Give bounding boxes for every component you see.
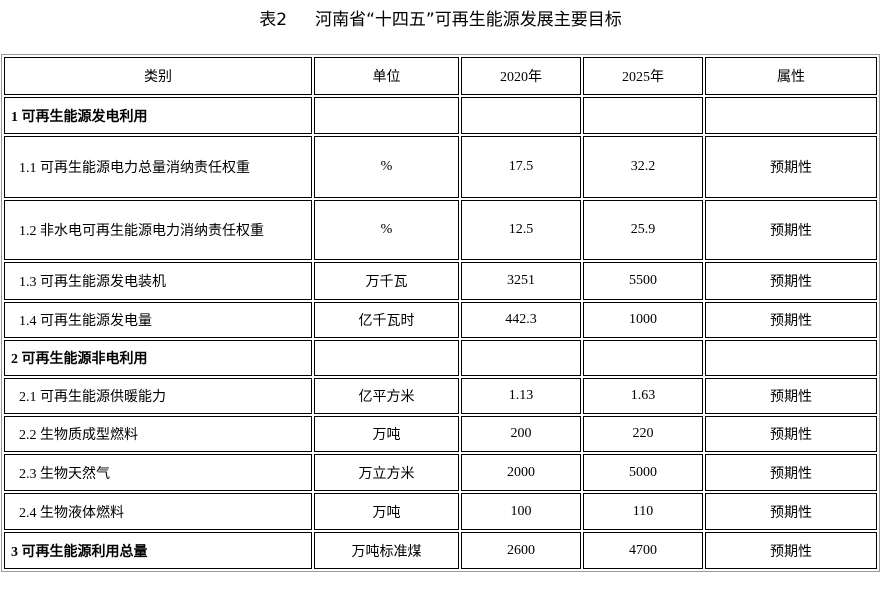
header-category: 类别: [4, 57, 312, 95]
attribute-cell: [705, 97, 877, 134]
category-cell: 2.2 生物质成型燃料: [4, 416, 312, 452]
unit-cell: [314, 97, 459, 134]
header-2020: 2020年: [461, 57, 581, 95]
attribute-cell: [705, 340, 877, 376]
header-row: 类别 单位 2020年 2025年 属性: [4, 57, 877, 95]
table-row: 1.1 可再生能源电力总量消纳责任权重% 17.5 32.2 预期性: [4, 136, 877, 198]
table-row: 2.2 生物质成型燃料 万吨 200 220 预期性: [4, 416, 877, 452]
table-row: 1.4 可再生能源发电量 亿千瓦时 442.3 1000 预期性: [4, 302, 877, 338]
value-2025-cell: [583, 97, 703, 134]
value-2025-cell: 5500: [583, 262, 703, 300]
unit-cell: %: [314, 200, 459, 260]
value-2020-cell: [461, 340, 581, 376]
value-2025-cell: [583, 340, 703, 376]
category-cell: 1.4 可再生能源发电量: [4, 302, 312, 338]
attribute-cell: 预期性: [705, 532, 877, 569]
value-2025-cell: 5000: [583, 454, 703, 491]
unit-cell: 亿千瓦时: [314, 302, 459, 338]
value-2020-cell: 17.5: [461, 136, 581, 198]
targets-table: 类别 单位 2020年 2025年 属性 1 可再生能源发电利用 1.1 可再生能…: [1, 54, 880, 572]
value-2025-cell: 1.63: [583, 378, 703, 414]
table-row: 1.2 非水电可再生能源电力消纳责任权重% 12.5 25.9 预期性: [4, 200, 877, 260]
value-2025-cell: 110: [583, 493, 703, 530]
header-unit: 单位: [314, 57, 459, 95]
section-row: 1 可再生能源发电利用: [4, 97, 877, 134]
table-number: 表2: [259, 10, 288, 30]
attribute-cell: 预期性: [705, 378, 877, 414]
unit-cell: 亿平方米: [314, 378, 459, 414]
unit-cell: [314, 340, 459, 376]
value-2025-cell: 25.9: [583, 200, 703, 260]
attribute-cell: 预期性: [705, 302, 877, 338]
attribute-cell: 预期性: [705, 416, 877, 452]
value-2020-cell: 442.3: [461, 302, 581, 338]
unit-cell: 万吨: [314, 416, 459, 452]
table-row: 2.4 生物液体燃料 万吨 100 110 预期性: [4, 493, 877, 530]
value-2020-cell: [461, 97, 581, 134]
value-2025-cell: 1000: [583, 302, 703, 338]
header-2025: 2025年: [583, 57, 703, 95]
value-2025-cell: 32.2: [583, 136, 703, 198]
table-title: 表2 河南省“十四五”可再生能源发展主要目标: [0, 5, 881, 30]
section-row: 2 可再生能源非电利用: [4, 340, 877, 376]
value-2020-cell: 12.5: [461, 200, 581, 260]
unit-cell: 万千瓦: [314, 262, 459, 300]
attribute-cell: 预期性: [705, 493, 877, 530]
attribute-cell: 预期性: [705, 200, 877, 260]
unit-cell: 万吨: [314, 493, 459, 530]
category-cell: 1.2 非水电可再生能源电力消纳责任权重: [4, 200, 312, 260]
attribute-cell: 预期性: [705, 454, 877, 491]
category-cell: 2 可再生能源非电利用: [4, 340, 312, 376]
value-2020-cell: 2000: [461, 454, 581, 491]
value-2020-cell: 200: [461, 416, 581, 452]
unit-cell: 万吨标准煤: [314, 532, 459, 569]
category-cell: 1.1 可再生能源电力总量消纳责任权重: [4, 136, 312, 198]
value-2020-cell: 100: [461, 493, 581, 530]
table-row: 2.3 生物天然气 万立方米 2000 5000 预期性: [4, 454, 877, 491]
category-cell: 2.4 生物液体燃料: [4, 493, 312, 530]
category-cell: 3 可再生能源利用总量: [4, 532, 312, 569]
value-2020-cell: 2600: [461, 532, 581, 569]
header-attribute: 属性: [705, 57, 877, 95]
table-row: 1.3 可再生能源发电装机 万千瓦 3251 5500 预期性: [4, 262, 877, 300]
section-row: 3 可再生能源利用总量 万吨标准煤 2600 4700 预期性: [4, 532, 877, 569]
attribute-cell: 预期性: [705, 262, 877, 300]
table-row: 2.1 可再生能源供暖能力 亿平方米 1.13 1.63 预期性: [4, 378, 877, 414]
unit-cell: %: [314, 136, 459, 198]
value-2025-cell: 220: [583, 416, 703, 452]
table-caption: 河南省“十四五”可再生能源发展主要目标: [315, 10, 622, 30]
unit-cell: 万立方米: [314, 454, 459, 491]
value-2025-cell: 4700: [583, 532, 703, 569]
value-2020-cell: 3251: [461, 262, 581, 300]
category-cell: 2.1 可再生能源供暖能力: [4, 378, 312, 414]
attribute-cell: 预期性: [705, 136, 877, 198]
category-cell: 2.3 生物天然气: [4, 454, 312, 491]
category-cell: 1.3 可再生能源发电装机: [4, 262, 312, 300]
value-2020-cell: 1.13: [461, 378, 581, 414]
category-cell: 1 可再生能源发电利用: [4, 97, 312, 134]
